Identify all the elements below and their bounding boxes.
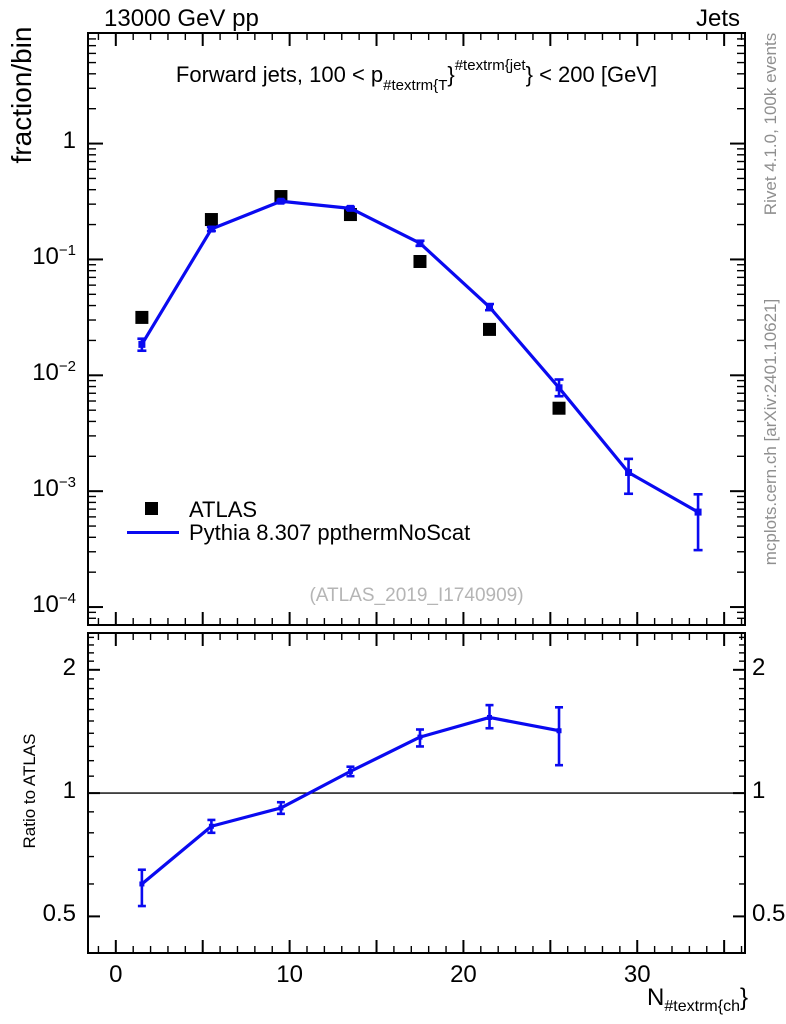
mc-point — [278, 805, 284, 811]
mc-point — [138, 340, 146, 348]
mc-point — [417, 734, 423, 740]
mc-curve — [140, 715, 560, 886]
ratio-y-tick-label-right: 0.5 — [752, 900, 786, 928]
title-prefix: Forward jets, 100 < p — [175, 62, 384, 87]
legend-mc-label: Pythia 8.307 ppthermNoScat — [189, 520, 471, 545]
ratio-y-tick-label-right: 2 — [752, 653, 766, 681]
title-subscript: #textrm{T — [383, 77, 448, 94]
ratio-y-tick-label-left: 2 — [62, 653, 76, 681]
mc-point — [346, 204, 354, 212]
x-axis-title-subscript: #textrm{ch — [664, 998, 740, 1015]
rivet-version-note: Rivet 4.1.0, 100k events — [761, 32, 780, 216]
observable-title: Forward jets, 100 < p#textrm{T}#textrm{j… — [88, 57, 745, 94]
ratio-y-tick-label-left: 0.5 — [42, 900, 76, 928]
atlas-data-point — [204, 213, 218, 227]
mc-point — [277, 197, 285, 205]
watermark-analysis-id: (ATLAS_2019_I1740909) — [309, 585, 524, 606]
main-frame — [87, 32, 746, 626]
process-group-title: Jets — [695, 5, 740, 32]
mc-point — [487, 714, 492, 720]
mc-point — [486, 303, 493, 311]
x-tick-label: 20 — [450, 961, 477, 988]
y-tick-label: 10−3 — [32, 474, 76, 503]
x-tick-label: 10 — [276, 961, 303, 988]
mc-point — [207, 225, 215, 233]
ratio-y-tick-label-left: 1 — [62, 777, 76, 805]
atlas-data-point — [552, 401, 566, 415]
title-brace-2: } — [525, 62, 533, 87]
legend-mc-line — [127, 531, 179, 534]
title-superscript: #textrm{jet — [454, 57, 526, 74]
x-tick-label: 30 — [623, 961, 651, 988]
mc-point — [208, 823, 214, 829]
mc-point — [625, 468, 633, 476]
mc-point — [694, 508, 702, 516]
mc-point — [139, 881, 145, 887]
mc-point — [416, 239, 424, 247]
mc-point — [555, 384, 563, 392]
y-tick-label: 1 — [62, 126, 76, 154]
legend-atlas-label: ATLAS — [189, 497, 258, 522]
x-axis-title-brace: } — [739, 984, 748, 1011]
mc-point — [556, 728, 562, 734]
x-axis-title-base: N — [647, 984, 665, 1011]
y-tick-label: 10−1 — [32, 242, 76, 271]
title-brace-1: } — [447, 62, 455, 87]
ratio-y-tick-label-right: 1 — [752, 777, 766, 805]
beam-energy-title: 13000 GeV pp — [104, 5, 259, 32]
x-axis-title: N#textrm{ch} — [400, 984, 748, 1016]
mc-point — [347, 768, 353, 774]
mcplots-arxiv-note: mcplots.cern.ch [arXiv:2401.10621] — [761, 298, 780, 566]
y-tick-label: 10−4 — [32, 590, 76, 619]
atlas-data-point — [135, 310, 149, 324]
y-tick-label: 10−2 — [32, 358, 76, 387]
x-tick-label: 0 — [109, 961, 123, 988]
atlas-data-point — [483, 322, 496, 336]
title-suffix: < 200 [GeV] — [532, 62, 658, 87]
legend-atlas-marker — [145, 502, 158, 515]
mc-curve — [140, 199, 699, 514]
atlas-data-point — [413, 254, 427, 268]
